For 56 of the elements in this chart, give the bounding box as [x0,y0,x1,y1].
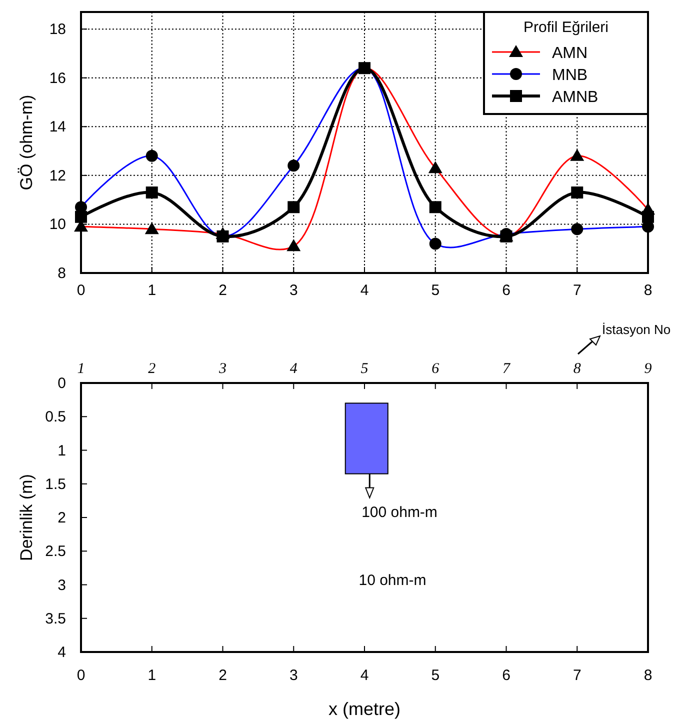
x-tick-label: 4 [360,667,369,684]
y-tick-label: 1 [58,442,66,460]
legend-label: AMN [552,45,588,62]
y-tick-label: 8 [58,265,66,282]
x-tick-label: 3 [289,282,298,299]
x2-tick-label: 3 [218,361,226,377]
x-tick-label: 2 [218,667,227,684]
y-tick-label: 14 [49,118,66,136]
x-tick-label: 1 [148,282,156,299]
point [571,186,584,199]
point [288,201,300,214]
point [146,186,158,199]
x-tick-label: 0 [76,667,86,684]
x-tick-label: 7 [572,667,582,684]
x-tick-label: 8 [644,282,652,299]
x2-tick-label: 4 [290,361,298,377]
x2-tick-label: 9 [644,361,652,377]
x2-tick-label: 8 [573,361,582,377]
x-tick-label: 4 [360,282,369,299]
x-axis-title: x (metre) [328,699,400,719]
point [429,201,442,214]
y-axis-title: GÖ (ohm-m) [17,94,36,190]
legend-label: AMNB [552,89,598,106]
y-axis-title: Derinlik (m) [17,474,36,561]
x-tick-label: 5 [431,667,440,684]
x-tick-label: 8 [644,667,652,684]
x2-tick-label: 6 [432,361,440,377]
x-tick-label: 6 [502,667,510,684]
x-tick-label: 6 [502,282,510,299]
legend-label: MNB [552,67,588,84]
x2-axis-title: İstasyon No [602,322,671,337]
x2-tick-label: 7 [502,361,512,377]
x-tick-label: 0 [76,282,86,299]
y-tick-label: 3 [58,576,66,594]
y-tick-label: 3.5 [45,610,66,628]
y-tick-label: 12 [49,167,66,184]
x-tick-label: 7 [572,282,582,299]
y-tick-label: 2 [58,510,66,526]
x2-tick-label: 1 [77,361,85,377]
y-tick-label: 1.5 [45,476,66,493]
y-tick-label: 2.5 [45,543,66,560]
x-tick-label: 3 [289,667,298,684]
y-tick-label: 0 [58,375,66,392]
y-tick-label: 0.5 [45,408,66,426]
x2-tick-label: 2 [148,361,156,377]
x-tick-label: 2 [218,282,227,299]
y-tick-label: 4 [58,644,66,661]
x-tick-label: 1 [148,667,156,684]
y-tick-label: 10 [49,216,66,234]
legend-title: Profil Eğrileri [523,19,609,36]
x-tick-label: 5 [431,282,440,299]
annotation: 10 ohm-m [358,572,426,589]
y-tick-label: 16 [49,70,66,87]
annotation: 100 ohm-m [362,504,438,521]
x2-tick-label: 5 [360,361,369,377]
y-tick-label: 18 [49,21,66,38]
